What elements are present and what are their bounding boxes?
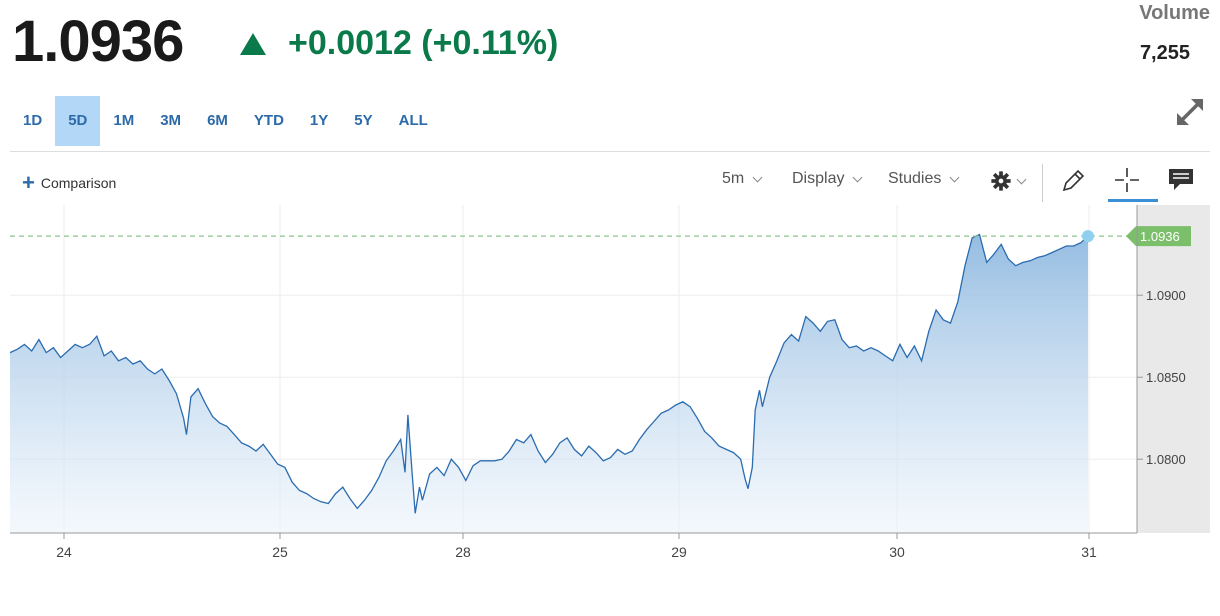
last-price: 1.0936 xyxy=(12,9,184,74)
interval-label: 5m xyxy=(722,170,745,187)
pencil-icon[interactable] xyxy=(1060,168,1086,194)
price-change-text: +0.0012 (+0.11%) xyxy=(288,24,559,62)
last-price-tag: 1.0936 xyxy=(1126,226,1191,247)
chevron-down-icon xyxy=(949,172,960,183)
range-1m[interactable]: 1M xyxy=(113,112,135,129)
interval-dropdown[interactable]: 5m xyxy=(722,170,763,188)
price-chart[interactable]: 1.0936 1.0800 1.0850 1.0900 24 25 28 29 30 31 xyxy=(0,205,1220,585)
y-tick-label: 1.0900 xyxy=(1146,288,1186,303)
range-1d[interactable]: 1D xyxy=(23,112,43,129)
range-5y[interactable]: 5Y xyxy=(354,112,373,129)
comparison-button[interactable]: + Comparison xyxy=(22,170,117,195)
price-change: +0.0012 (+0.11%) xyxy=(240,24,558,63)
y-tick-label: 1.0850 xyxy=(1146,370,1186,385)
comparison-label: Comparison xyxy=(40,175,117,191)
y-axis-panel xyxy=(1137,205,1210,533)
range-3m[interactable]: 3M xyxy=(160,112,182,129)
range-1y[interactable]: 1Y xyxy=(309,112,329,129)
range-selector: 1D 5D 1M 3M 6M YTD 1Y 5Y ALL xyxy=(10,96,441,146)
x-tick-label: 24 xyxy=(56,544,72,560)
x-tick-label: 30 xyxy=(889,544,905,560)
range-6m[interactable]: 6M xyxy=(207,112,228,129)
y-tick-label: 1.0800 xyxy=(1146,452,1186,467)
settings-dropdown[interactable] xyxy=(990,170,1027,192)
x-tick-label: 31 xyxy=(1081,544,1097,560)
chevron-down-icon xyxy=(752,172,763,183)
range-ytd[interactable]: YTD xyxy=(253,112,284,129)
y-axis: 1.0800 1.0850 1.0900 xyxy=(1137,288,1186,467)
display-dropdown[interactable]: Display xyxy=(792,170,863,188)
display-label: Display xyxy=(792,170,845,187)
plus-icon: + xyxy=(22,170,35,195)
expand-icon[interactable] xyxy=(1172,94,1208,130)
x-tick-label: 28 xyxy=(455,544,471,560)
x-axis: 24 25 28 29 30 31 xyxy=(56,533,1097,560)
toolbar-separator xyxy=(1042,164,1043,202)
volume-value: 7,255 xyxy=(1139,42,1190,64)
comment-icon[interactable] xyxy=(1168,168,1194,192)
price-line xyxy=(9,233,1089,514)
gear-icon xyxy=(991,171,1011,191)
chevron-down-icon xyxy=(1016,174,1027,185)
price-area xyxy=(10,234,1088,533)
up-triangle-icon xyxy=(240,32,266,55)
last-price-tag-label: 1.0936 xyxy=(1140,229,1180,244)
crosshair-active-indicator xyxy=(1108,199,1158,202)
crosshair-icon[interactable] xyxy=(1114,167,1140,193)
studies-dropdown[interactable]: Studies xyxy=(888,170,960,188)
header-divider xyxy=(10,151,1210,152)
chevron-down-icon xyxy=(853,172,863,183)
x-tick-label: 29 xyxy=(671,544,687,560)
x-tick-label: 25 xyxy=(272,544,288,560)
volume-label: Volume xyxy=(1139,2,1210,24)
last-price-marker xyxy=(1082,230,1094,243)
studies-label: Studies xyxy=(888,170,942,187)
range-5d[interactable]: 5D xyxy=(55,96,101,146)
range-all[interactable]: ALL xyxy=(398,112,428,129)
